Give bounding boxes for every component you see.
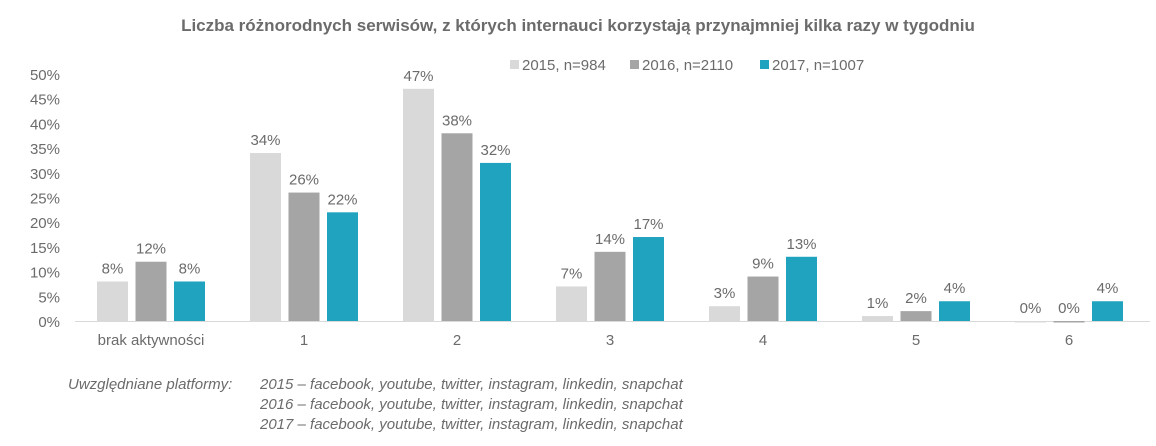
bar <box>1092 301 1123 321</box>
x-tick-label: 5 <box>912 332 920 349</box>
y-tick-label: 25% <box>30 191 60 208</box>
data-label: 8% <box>102 260 124 277</box>
bar <box>747 276 779 321</box>
data-label: 38% <box>442 112 472 129</box>
bar <box>327 212 358 321</box>
data-label: 32% <box>480 142 510 159</box>
y-tick-label: 35% <box>30 141 60 158</box>
bar <box>97 281 128 321</box>
bar <box>862 316 893 321</box>
bar <box>250 153 281 321</box>
data-label: 0% <box>1058 300 1080 317</box>
legend-swatch <box>630 60 639 69</box>
data-label: 7% <box>561 265 583 282</box>
data-label: 8% <box>179 260 201 277</box>
data-label: 22% <box>327 191 357 208</box>
bar <box>786 256 817 321</box>
bar <box>288 192 320 321</box>
bar <box>1053 321 1085 323</box>
footnote-line: 2016 – facebook, youtube, twitter, insta… <box>260 396 683 413</box>
x-tick-label: 2 <box>453 332 461 349</box>
bar <box>174 281 205 321</box>
footnote-label: Uwzględniane platformy: <box>68 376 233 393</box>
footnote-line: 2017 – facebook, youtube, twitter, insta… <box>260 416 683 433</box>
data-label: 9% <box>752 256 774 273</box>
data-label: 14% <box>595 231 625 248</box>
bar <box>403 88 434 321</box>
data-label: 34% <box>250 132 280 149</box>
bar <box>1015 321 1046 323</box>
data-label: 47% <box>403 68 433 85</box>
y-tick-label: 20% <box>30 215 60 232</box>
y-tick-label: 15% <box>30 240 60 257</box>
x-tick-label: 6 <box>1065 332 1073 349</box>
legend-swatch <box>510 60 519 69</box>
data-label: 26% <box>289 172 319 189</box>
data-label: 4% <box>1097 280 1119 297</box>
y-tick-label: 0% <box>38 314 60 331</box>
y-tick-label: 10% <box>30 265 60 282</box>
y-tick-label: 5% <box>38 289 60 306</box>
data-label: 1% <box>867 295 889 312</box>
data-label: 17% <box>633 216 663 233</box>
legend-label: 2016, n=2110 <box>642 57 733 74</box>
y-tick-label: 40% <box>30 116 60 133</box>
bar <box>441 133 473 321</box>
chart-title: Liczba różnorodnych serwisów, z których … <box>181 16 975 35</box>
data-label: 3% <box>714 285 736 302</box>
data-label: 4% <box>944 280 966 297</box>
legend-label: 2017, n=1007 <box>772 57 864 74</box>
x-tick-label: 3 <box>606 332 614 349</box>
data-label: 13% <box>786 236 816 253</box>
bar <box>633 237 664 321</box>
bar <box>135 261 167 321</box>
bar <box>900 311 932 321</box>
data-label: 12% <box>136 241 166 258</box>
data-label: 2% <box>905 290 927 307</box>
data-label: 0% <box>1020 300 1042 317</box>
legend-label: 2015, n=984 <box>522 57 606 74</box>
bar <box>939 301 970 321</box>
y-tick-label: 30% <box>30 166 60 183</box>
footnote-line: 2015 – facebook, youtube, twitter, insta… <box>260 376 683 393</box>
bar <box>480 162 511 321</box>
y-tick-label: 45% <box>30 92 60 109</box>
x-tick-label: 4 <box>759 332 767 349</box>
x-tick-label: brak aktywności <box>98 332 205 349</box>
legend-swatch <box>760 60 769 69</box>
x-tick-label: 1 <box>300 332 308 349</box>
bar <box>594 251 626 321</box>
y-tick-label: 50% <box>30 67 60 84</box>
bar <box>556 286 587 321</box>
bar <box>709 306 740 321</box>
